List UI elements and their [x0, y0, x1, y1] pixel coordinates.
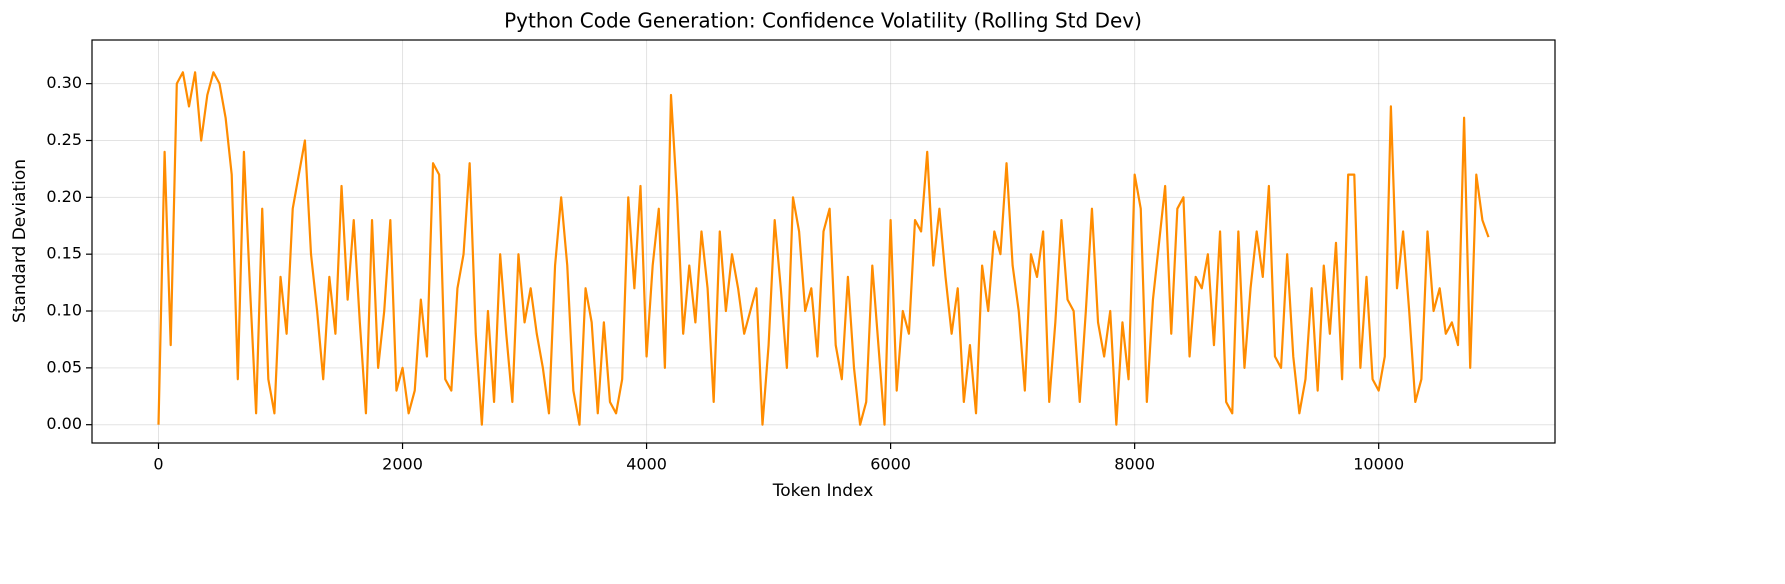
x-tick-label: 10000	[1353, 455, 1404, 474]
x-axis-label: Token Index	[772, 481, 874, 501]
plot-frame	[91, 39, 1556, 444]
x-tick-label: 2000	[382, 455, 423, 474]
y-tick-label: 0.20	[46, 187, 82, 206]
y-tick-label: 0.10	[46, 301, 82, 320]
y-axis-label: Standard Deviation	[10, 159, 30, 323]
y-tick-label: 0.25	[46, 130, 82, 149]
y-tick-label: 0.15	[46, 244, 82, 263]
x-tick-label: 6000	[870, 455, 911, 474]
y-tick-label: 0.30	[46, 73, 82, 92]
y-tick-label: 0.05	[46, 357, 82, 376]
x-tick-label: 4000	[626, 455, 667, 474]
x-tick-label: 8000	[1114, 455, 1155, 474]
chart-title: Python Code Generation: Confidence Volat…	[504, 9, 1142, 33]
y-tick-label: 0.00	[46, 414, 82, 433]
data-line	[157, 71, 1490, 426]
x-tick-label: 0	[153, 455, 163, 474]
